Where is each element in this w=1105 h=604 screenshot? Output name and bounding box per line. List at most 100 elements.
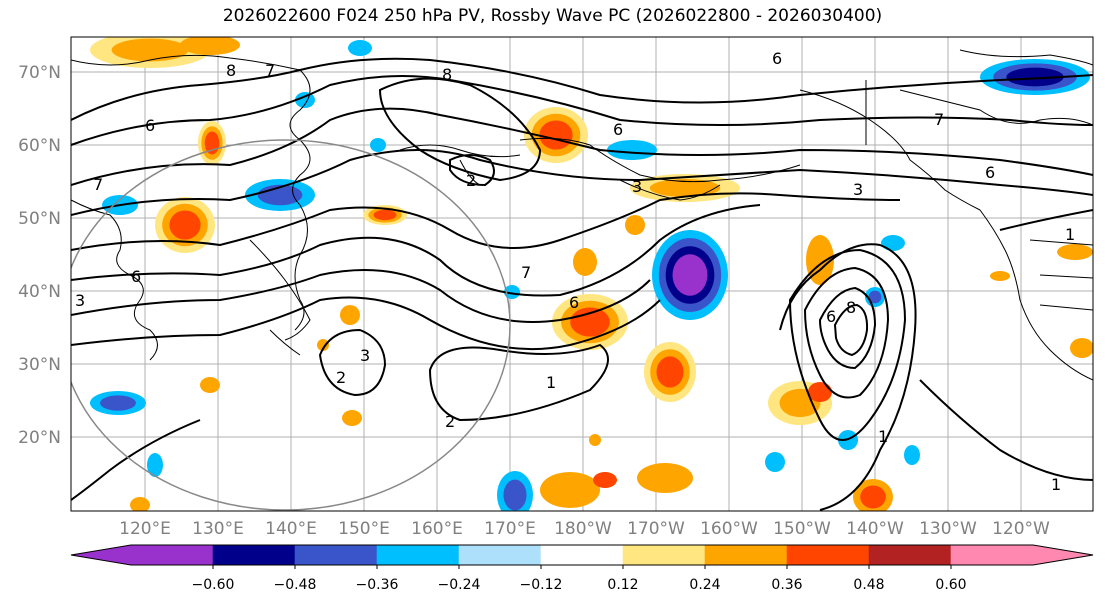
longitude-label: 170°W [627, 519, 685, 539]
contour-label: 6 [131, 267, 141, 286]
contour-label: 8 [226, 61, 236, 80]
colorbar-extend-max [1033, 545, 1093, 565]
pv-anomaly-patch [1070, 338, 1093, 358]
pv-anomaly-patch [370, 138, 386, 152]
pv-anomaly-patch [317, 339, 329, 351]
pv-anomaly-patch [1057, 244, 1093, 260]
colorbar-tick-label: 0.12 [607, 577, 638, 593]
pv-anomaly-patch [860, 485, 886, 509]
colorbar-swatch [622, 545, 706, 565]
longitude-label: 140°W [846, 519, 904, 539]
colorbar-tick-label: 0.60 [935, 577, 966, 593]
coastlines [71, 49, 1093, 381]
chart-title: 2026022600 F024 250 hPa PV, Rossby Wave … [222, 6, 883, 26]
contour-label: 6 [772, 49, 782, 68]
pv-anomaly-patch [607, 140, 657, 160]
contour-label: 1 [878, 427, 888, 446]
longitude-label: 130°E [192, 519, 244, 539]
pv-anomaly-patch [570, 307, 610, 337]
longitude-label: 160°W [700, 519, 758, 539]
pv-anomaly-patch [130, 497, 150, 511]
pv-anomaly-patch [672, 254, 708, 296]
pv-anomaly-patch [589, 434, 601, 446]
pv-anomaly-patch [340, 305, 360, 325]
pv-anomaly-patch [573, 248, 597, 276]
pv-anomaly-patch [656, 356, 684, 388]
longitude-label: 130°W [919, 519, 977, 539]
pv-anomaly-patch [881, 235, 905, 251]
contour-label: 8 [442, 65, 452, 84]
latitude-label: 40°N [18, 282, 61, 302]
latitude-label: 20°N [18, 428, 61, 448]
colorbar-swatch [212, 545, 296, 565]
contour-label: 1 [1051, 475, 1061, 494]
latitude-label: 50°N [18, 209, 61, 229]
colorbar-tick-label: −0.24 [438, 577, 481, 593]
pv-anomaly-patch [990, 271, 1010, 281]
pv-anomaly-patch [765, 452, 785, 472]
longitude-label: 150°E [338, 519, 390, 539]
longitude-label: 120°E [119, 519, 171, 539]
contour-label: 6 [985, 163, 995, 182]
longitude-label: 160°E [411, 519, 463, 539]
colorbar-tick-label: −0.48 [274, 577, 317, 593]
pv-anomaly-patch [504, 285, 520, 299]
longitude-label: 170°E [484, 519, 536, 539]
latitude-label: 30°N [18, 355, 61, 375]
longitude-label: 150°W [773, 519, 831, 539]
pv-anomaly-patch [1006, 67, 1064, 87]
colorbar-tick-label: −0.12 [520, 577, 563, 593]
pv-anomaly-patch [373, 209, 397, 221]
pv-anomaly-patch [593, 472, 617, 488]
pv-anomaly-patch [295, 92, 315, 108]
pv-anomaly-patch [808, 382, 832, 402]
contour-label: 2 [466, 171, 476, 190]
colorbar-swatch [540, 545, 624, 565]
pv-anomaly-patch [539, 120, 573, 150]
colorbar-ticks: −0.60 −0.48 −0.36 −0.24 −0.12 0.12 0.24 0.36 0.4… [192, 565, 967, 593]
pv-anomaly-patch [806, 235, 834, 285]
pv-anomaly-patch [637, 463, 693, 493]
pv-contours [71, 57, 1093, 511]
pv-anomaly-patch [342, 410, 362, 426]
contour-label: 8 [846, 298, 856, 317]
longitude-label: 140°E [265, 519, 317, 539]
pv-anomaly-shading [90, 37, 1093, 511]
contour-label: 7 [934, 110, 944, 129]
contour-label: 7 [265, 61, 275, 80]
colorbar-swatch [294, 545, 378, 565]
contour-label: 2 [336, 368, 346, 387]
colorbar-tick-label: 0.48 [853, 577, 884, 593]
contour-label: 7 [93, 175, 103, 194]
contour-label: 1 [546, 373, 556, 392]
contour-labels: 8 7 6 7 6 2 8 7 6 3 2 1 2 3 6 6 3 6 7 1 … [75, 49, 1075, 494]
pv-anomaly-patch [100, 395, 136, 411]
colorbar-swatch [130, 545, 214, 565]
contour-label: 6 [613, 120, 623, 139]
contour-label: 1 [1065, 225, 1075, 244]
pv-anomaly-patch [348, 40, 372, 56]
pv-anomaly-patch [111, 38, 189, 62]
longitude-label: 120°W [992, 519, 1050, 539]
pv-anomaly-patch [503, 479, 527, 511]
latitude-label: 60°N [18, 136, 61, 156]
pv-anomaly-patch [649, 179, 721, 197]
pv-anomaly-patch [200, 377, 220, 393]
colorbar-tick-label: −0.60 [192, 577, 235, 593]
longitude-labels: 120°E 130°E 140°E 150°E 160°E 170°E 180°W 170°W… [119, 519, 1050, 539]
pv-anomaly-patch [904, 445, 920, 465]
pv-anomaly-patch [868, 290, 882, 304]
colorbar-tick-label: −0.36 [356, 577, 399, 593]
colorbar-extend-min [71, 545, 131, 565]
contour-label: 7 [521, 263, 531, 282]
contour-label: 3 [853, 180, 863, 199]
contour-label: 3 [75, 291, 85, 310]
colorbar-swatch [868, 545, 952, 565]
pv-anomaly-patch [540, 472, 600, 508]
longitude-label: 180°W [554, 519, 612, 539]
colorbar [70, 544, 1094, 566]
colorbar-swatch [704, 545, 788, 565]
influence-circle [71, 139, 511, 511]
contour-label: 3 [360, 346, 370, 365]
pv-anomaly-patch [147, 453, 163, 477]
